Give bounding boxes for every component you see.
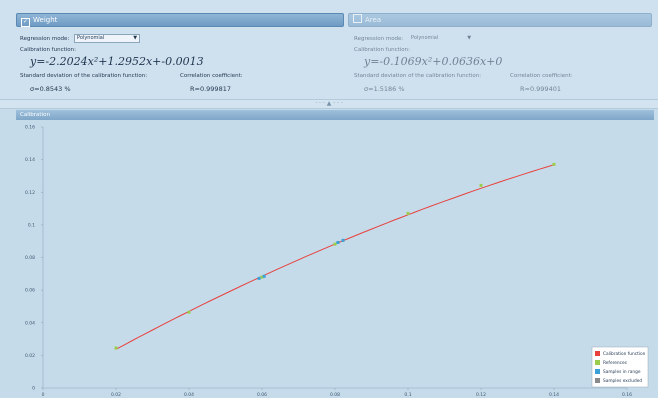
- x-tick-label: 0: [42, 392, 45, 398]
- chevron-down-icon: ▼: [133, 35, 138, 41]
- sample-in-range-point: [336, 240, 340, 244]
- area-panel-header[interactable]: Area: [348, 13, 652, 27]
- legend-swatch: [595, 351, 600, 356]
- panel-splitter[interactable]: · · · ▲ · · ·: [0, 99, 658, 109]
- x-tick-label: 0.08: [330, 392, 340, 398]
- chart-legend: Calibration function References Samples in…: [591, 346, 649, 388]
- area-std-deviation-value: σ=1.5186 %: [364, 85, 405, 93]
- area-regression-mode-label: Regression mode:: [354, 36, 404, 42]
- std-deviation-value: σ=0.8543 %: [30, 85, 71, 93]
- reference-point: [406, 211, 410, 215]
- grip-dots-icon: · · ·: [333, 100, 343, 107]
- correlation-label: Correlation coefficient:: [180, 73, 243, 79]
- y-tick-label: 0.06: [25, 288, 35, 294]
- sample-in-range-point: [341, 238, 345, 242]
- area-std-deviation-label: Standard deviation of the calibration fu…: [354, 73, 482, 79]
- weight-panel-title: Weight: [33, 16, 58, 24]
- sample-in-range-point: [262, 274, 266, 278]
- collapse-arrow-icon[interactable]: ▲: [326, 100, 332, 107]
- y-tick-label: 0: [32, 386, 35, 392]
- std-deviation-label: Standard deviation of the calibration fu…: [20, 73, 148, 79]
- weight-checkbox-icon[interactable]: ✓: [21, 18, 30, 27]
- area-regression-mode-value: Polynomial: [411, 35, 439, 41]
- legend-label: Samples excluded: [603, 378, 642, 384]
- calibration-formula: y=-2.2024x²+1.2952x+-0.0013: [30, 55, 204, 68]
- x-tick-label: 0.06: [257, 392, 267, 398]
- reference-point: [187, 310, 191, 314]
- area-correlation-value: R=0.999401: [520, 85, 561, 93]
- legend-label: Samples in range: [603, 369, 641, 375]
- sample-in-range-point: [257, 276, 261, 280]
- regression-mode-select[interactable]: Polynomial ▼: [74, 34, 141, 43]
- legend-swatch: [595, 378, 600, 383]
- y-tick-label: 0.1: [28, 222, 35, 228]
- y-tick-label: 0.14: [25, 157, 35, 163]
- area-calibration-function-label: Calibration function:: [354, 47, 410, 53]
- legend-label: Calibration function: [603, 351, 646, 357]
- weight-panel: ✓ Weight Regression mode: Polynomial ▼ Cal…: [16, 13, 344, 99]
- area-regression-mode-select[interactable]: Polynomial ▼: [408, 34, 474, 43]
- calibration-header: Calibration: [16, 110, 654, 120]
- x-tick-label: 0.16: [622, 392, 632, 398]
- grip-dots-icon: · · ·: [315, 100, 325, 107]
- weight-panel-header[interactable]: ✓ Weight: [16, 13, 344, 27]
- calibration-chart: 0 0.02 0.04 0.06 0.08 0.1 0.12 0.14 0.16 0 0.02 0.0…: [0, 120, 658, 398]
- area-correlation-label: Correlation coefficient:: [510, 73, 573, 79]
- y-tick-label: 0.12: [25, 190, 35, 196]
- legend-label: References: [603, 360, 628, 366]
- area-calibration-formula: y=-0.1069x²+0.0636x+0: [364, 55, 503, 68]
- chart-background: [0, 120, 658, 398]
- x-tick-label: 0.1: [404, 392, 411, 398]
- reference-point: [552, 162, 556, 166]
- x-tick-label: 0.14: [549, 392, 559, 398]
- area-checkbox-icon[interactable]: [353, 14, 362, 23]
- reference-point: [333, 242, 337, 246]
- y-tick-label: 0.04: [25, 320, 35, 326]
- y-tick-label: 0.16: [25, 125, 35, 131]
- x-tick-label: 0.04: [184, 392, 194, 398]
- y-tick-label: 0.02: [25, 353, 35, 359]
- x-tick-label: 0.02: [111, 392, 121, 398]
- area-panel-title: Area: [365, 16, 382, 24]
- regression-mode-label: Regression mode:: [20, 36, 70, 42]
- legend-swatch: [595, 369, 600, 374]
- calibration-function-label: Calibration function:: [20, 47, 76, 53]
- reference-point: [260, 275, 264, 279]
- chevron-down-icon: ▼: [467, 35, 472, 41]
- regression-mode-value: Polynomial: [77, 35, 105, 41]
- y-tick-label: 0.08: [25, 255, 35, 261]
- legend-swatch: [595, 360, 600, 365]
- x-tick-label: 0.12: [476, 392, 486, 398]
- correlation-value: R=0.999817: [190, 85, 231, 93]
- reference-point: [114, 346, 118, 350]
- reference-point: [479, 183, 483, 187]
- regression-settings-area: ✓ Weight Regression mode: Polynomial ▼ Cal…: [0, 0, 658, 100]
- legend-box: [591, 346, 649, 388]
- area-panel: Area Regression mode: Polynomial ▼ Calibr…: [348, 13, 652, 99]
